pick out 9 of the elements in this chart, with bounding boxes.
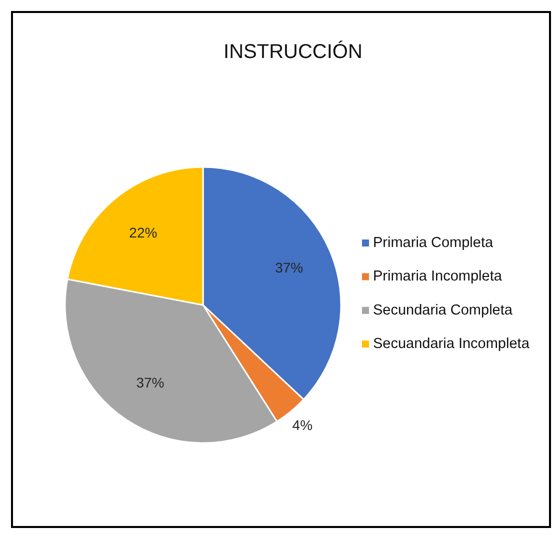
- legend-label: Secundaria Completa: [373, 302, 514, 318]
- data-label: 37%: [275, 260, 304, 276]
- chart-title: INSTRUCCIÓN: [224, 40, 362, 63]
- legend-label: Secuandaria Incompleta: [373, 336, 530, 352]
- data-label: 37%: [136, 374, 164, 391]
- data-label: 22%: [129, 224, 158, 241]
- legend-label: Primaria Completa: [373, 235, 494, 251]
- legend-label: Primaria Incompleta: [373, 268, 503, 285]
- data-label: 4%: [292, 417, 313, 434]
